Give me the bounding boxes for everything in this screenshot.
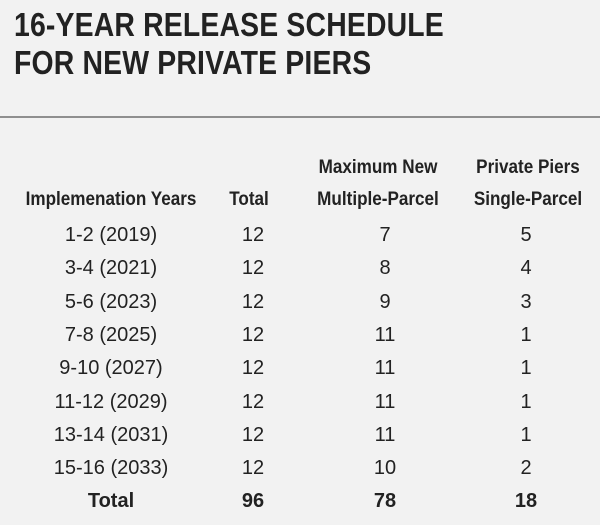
cell-years: 9-10 (2027) <box>59 357 163 380</box>
cell-single: 1 <box>520 323 532 346</box>
cell-single: 1 <box>520 390 532 413</box>
cell-multiple: 11 <box>374 423 396 446</box>
cell-years: 15-16 (2033) <box>53 457 169 480</box>
header-single-top: Private Piers <box>476 157 580 178</box>
total-years: Total <box>87 490 135 513</box>
cell-single: 1 <box>520 357 532 380</box>
total-multiple: 78 <box>373 490 397 513</box>
cell-multiple: 8 <box>379 257 391 280</box>
cell-multiple: 11 <box>374 390 396 413</box>
cell-total: 12 <box>241 423 265 446</box>
cell-multiple: 11 <box>374 323 396 346</box>
cell-total: 12 <box>241 457 265 480</box>
cell-single: 1 <box>520 423 532 446</box>
title-divider <box>0 116 600 118</box>
cell-total: 12 <box>241 224 265 246</box>
cell-years: 1-2 (2019) <box>64 224 158 246</box>
cell-total: 12 <box>241 357 265 380</box>
cell-multiple: 11 <box>374 357 396 380</box>
cell-single: 2 <box>520 457 532 480</box>
cell-years: 5-6 (2023) <box>64 290 158 313</box>
cell-multiple: 10 <box>373 457 397 480</box>
cell-years: 3-4 (2021) <box>64 257 158 280</box>
cell-single: 3 <box>520 290 532 313</box>
title-line-1: 16-YEAR RELEASE SCHEDULE <box>14 6 444 43</box>
cell-total: 12 <box>241 290 265 313</box>
cell-single: 5 <box>520 224 532 246</box>
cell-total: 12 <box>241 323 265 346</box>
header-single: Single-Parcel <box>473 189 583 210</box>
cell-total: 12 <box>241 390 265 413</box>
total-single: 18 <box>514 490 538 513</box>
title-line-2: FOR NEW PRIVATE PIERS <box>14 44 372 81</box>
header-multiple: Multiple-Parcel <box>317 189 439 210</box>
cell-single: 4 <box>520 257 532 280</box>
header-total: Total <box>229 189 269 210</box>
cell-multiple: 7 <box>379 224 391 246</box>
cell-years: 13-14 (2031) <box>53 423 169 446</box>
cell-years: 11-12 (2029) <box>54 390 168 413</box>
page-title: 16-YEAR RELEASE SCHEDULE FOR NEW PRIVATE… <box>14 6 444 82</box>
header-multiple-top: Maximum New <box>318 157 438 178</box>
cell-total: 12 <box>241 257 265 280</box>
cell-years: 7-8 (2025) <box>64 323 158 346</box>
total-total: 96 <box>241 490 265 513</box>
cell-multiple: 9 <box>379 290 391 313</box>
header-years: Implemenation Years <box>25 189 197 210</box>
